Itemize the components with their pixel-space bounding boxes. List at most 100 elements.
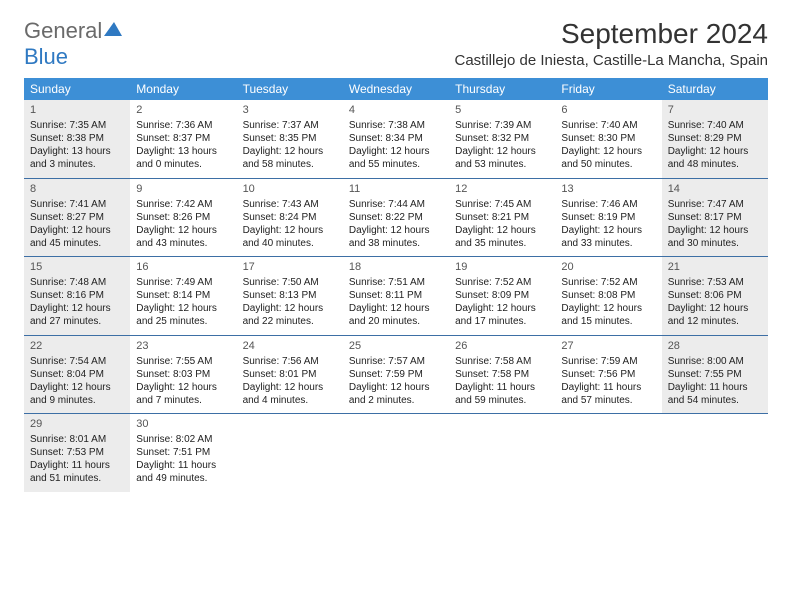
daylight2-text: and 58 minutes. [243,158,337,171]
sunrise-text: Sunrise: 7:37 AM [243,119,337,132]
daylight2-text: and 3 minutes. [30,158,124,171]
sunrise-text: Sunrise: 7:42 AM [136,198,230,211]
sunset-text: Sunset: 8:38 PM [30,132,124,145]
day-of-week-header: Thursday [449,78,555,100]
sunset-text: Sunset: 8:14 PM [136,289,230,302]
daylight1-text: Daylight: 11 hours [30,459,124,472]
day-cell: 13Sunrise: 7:46 AMSunset: 8:19 PMDayligh… [555,179,661,257]
day-number: 26 [455,339,549,353]
sunset-text: Sunset: 8:24 PM [243,211,337,224]
day-cell: 17Sunrise: 7:50 AMSunset: 8:13 PMDayligh… [237,257,343,335]
daylight1-text: Daylight: 11 hours [668,381,762,394]
daylight2-text: and 7 minutes. [136,394,230,407]
daylight2-text: and 20 minutes. [349,315,443,328]
daylight1-text: Daylight: 12 hours [561,224,655,237]
day-number: 21 [668,260,762,274]
sunrise-text: Sunrise: 7:57 AM [349,355,443,368]
sunset-text: Sunset: 8:11 PM [349,289,443,302]
sunrise-text: Sunrise: 7:59 AM [561,355,655,368]
sunset-text: Sunset: 7:58 PM [455,368,549,381]
day-cell: 22Sunrise: 7:54 AMSunset: 8:04 PMDayligh… [24,336,130,414]
day-number: 11 [349,182,443,196]
daylight1-text: Daylight: 12 hours [136,381,230,394]
sunrise-text: Sunrise: 7:45 AM [455,198,549,211]
daylight1-text: Daylight: 12 hours [243,145,337,158]
day-number: 10 [243,182,337,196]
day-cell: 10Sunrise: 7:43 AMSunset: 8:24 PMDayligh… [237,179,343,257]
day-number: 6 [561,103,655,117]
sunset-text: Sunset: 8:26 PM [136,211,230,224]
sunrise-text: Sunrise: 8:02 AM [136,433,230,446]
sunset-text: Sunset: 8:17 PM [668,211,762,224]
logo-text-blue: Blue [24,44,68,69]
daylight2-text: and 59 minutes. [455,394,549,407]
daylight1-text: Daylight: 13 hours [30,145,124,158]
sunset-text: Sunset: 8:32 PM [455,132,549,145]
sunrise-text: Sunrise: 7:35 AM [30,119,124,132]
sunset-text: Sunset: 8:35 PM [243,132,337,145]
daylight2-text: and 43 minutes. [136,237,230,250]
daylight1-text: Daylight: 12 hours [455,224,549,237]
sunrise-text: Sunrise: 7:38 AM [349,119,443,132]
day-cell: 14Sunrise: 7:47 AMSunset: 8:17 PMDayligh… [662,179,768,257]
sunrise-text: Sunrise: 7:48 AM [30,276,124,289]
day-number: 25 [349,339,443,353]
sunset-text: Sunset: 8:30 PM [561,132,655,145]
daylight2-text: and 48 minutes. [668,158,762,171]
day-number: 4 [349,103,443,117]
sunset-text: Sunset: 8:09 PM [455,289,549,302]
sunset-text: Sunset: 7:53 PM [30,446,124,459]
day-cell: 15Sunrise: 7:48 AMSunset: 8:16 PMDayligh… [24,257,130,335]
daylight2-text: and 50 minutes. [561,158,655,171]
daylight1-text: Daylight: 12 hours [561,145,655,158]
day-cell: 2Sunrise: 7:36 AMSunset: 8:37 PMDaylight… [130,100,236,178]
daylight2-text: and 33 minutes. [561,237,655,250]
daylight2-text: and 2 minutes. [349,394,443,407]
sunset-text: Sunset: 7:56 PM [561,368,655,381]
day-number: 27 [561,339,655,353]
daylight2-text: and 57 minutes. [561,394,655,407]
sunrise-text: Sunrise: 7:54 AM [30,355,124,368]
sunset-text: Sunset: 8:19 PM [561,211,655,224]
sunrise-text: Sunrise: 7:40 AM [561,119,655,132]
sunset-text: Sunset: 8:34 PM [349,132,443,145]
day-cell [555,414,661,492]
daylight2-text: and 53 minutes. [455,158,549,171]
daylight1-text: Daylight: 13 hours [136,145,230,158]
sunrise-text: Sunrise: 7:56 AM [243,355,337,368]
day-number: 24 [243,339,337,353]
day-cell: 16 Sunrise: 7:49 AMSunset: 8:14 PMDayligh… [130,257,236,335]
daylight2-text: and 30 minutes. [668,237,762,250]
daylight2-text: and 40 minutes. [243,237,337,250]
day-of-week-header: Wednesday [343,78,449,100]
sunset-text: Sunset: 8:22 PM [349,211,443,224]
daylight2-text: and 51 minutes. [30,472,124,485]
day-number: 20 [561,260,655,274]
daylight2-text: and 25 minutes. [136,315,230,328]
sunrise-text: Sunrise: 7:49 AM [136,276,230,289]
day-number: 22 [30,339,124,353]
day-of-week-header: Friday [555,78,661,100]
daylight1-text: Daylight: 12 hours [136,302,230,315]
day-number: 28 [668,339,762,353]
daylight1-text: Daylight: 12 hours [349,381,443,394]
daylight2-text: and 49 minutes. [136,472,230,485]
week-row: 29Sunrise: 8:01 AMSunset: 7:53 PMDayligh… [24,414,768,492]
sunrise-text: Sunrise: 7:36 AM [136,119,230,132]
daylight1-text: Daylight: 11 hours [136,459,230,472]
sunrise-text: Sunrise: 7:55 AM [136,355,230,368]
sunrise-text: Sunrise: 7:46 AM [561,198,655,211]
day-number: 2 [136,103,230,117]
day-number: 9 [136,182,230,196]
daylight1-text: Daylight: 12 hours [243,224,337,237]
week-row: 22Sunrise: 7:54 AMSunset: 8:04 PMDayligh… [24,336,768,414]
sunrise-text: Sunrise: 7:52 AM [455,276,549,289]
logo-text-general: General [24,18,102,43]
day-number: 17 [243,260,337,274]
day-number: 16 [136,260,230,274]
sunrise-text: Sunrise: 7:47 AM [668,198,762,211]
day-number: 12 [455,182,549,196]
calendar-table: SundayMondayTuesdayWednesdayThursdayFrid… [24,78,768,492]
daylight1-text: Daylight: 12 hours [243,302,337,315]
logo: General Blue [24,18,124,70]
